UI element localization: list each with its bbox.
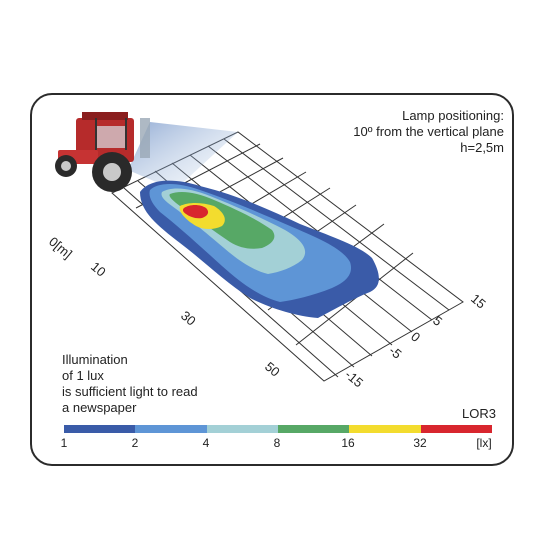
axis-x-tick: 50 bbox=[262, 359, 283, 380]
lux-legend-bar bbox=[64, 425, 492, 433]
legend-unit: [lx] bbox=[476, 436, 492, 450]
lamp-line-3: h=2,5m bbox=[460, 140, 504, 155]
note-line-4: a newspaper bbox=[62, 400, 137, 415]
legend-tick: 16 bbox=[341, 436, 355, 450]
axis-x-tick: 10 bbox=[88, 259, 109, 280]
legend-tick: 4 bbox=[202, 436, 210, 450]
legend-swatch-5 bbox=[349, 425, 421, 433]
legend-tick: 1 bbox=[60, 436, 68, 450]
model-label: LOR3 bbox=[462, 406, 496, 421]
note-line-1: Illumination bbox=[62, 352, 128, 367]
legend-tick: 8 bbox=[273, 436, 281, 450]
legend-swatch-3 bbox=[206, 425, 278, 433]
isolux-zones bbox=[140, 180, 379, 318]
axis-y-tick: -5 bbox=[386, 343, 404, 362]
tractor-illustration bbox=[55, 112, 150, 192]
axis-x-origin: 0[m] bbox=[46, 234, 75, 262]
legend-swatch-1 bbox=[64, 425, 136, 433]
note-line-3: is sufficient light to read bbox=[62, 384, 198, 399]
light-beam bbox=[128, 122, 238, 190]
legend-tick: 32 bbox=[413, 436, 427, 450]
axis-x-tick: 30 bbox=[178, 308, 199, 329]
lamp-line-2: 10º from the vertical plane bbox=[353, 124, 504, 139]
diagram-frame bbox=[30, 93, 514, 466]
axis-y-tick: 5 bbox=[430, 313, 445, 329]
note-line-2: of 1 lux bbox=[62, 368, 104, 383]
axis-y-tick: -15 bbox=[342, 367, 366, 391]
legend-swatch-4 bbox=[277, 425, 350, 433]
legend-swatch-6 bbox=[420, 425, 492, 433]
lamp-line-1: Lamp positioning: bbox=[402, 108, 504, 123]
axis-y-tick: 15 bbox=[468, 291, 489, 312]
legend-tick: 2 bbox=[131, 436, 139, 450]
lamp-positioning-note: Lamp positioning: 10º from the vertical … bbox=[353, 108, 504, 156]
zone-6-lux bbox=[182, 205, 209, 219]
illumination-note: Illumination of 1 lux is sufficient ligh… bbox=[62, 352, 198, 416]
legend-swatch-2 bbox=[135, 425, 207, 433]
